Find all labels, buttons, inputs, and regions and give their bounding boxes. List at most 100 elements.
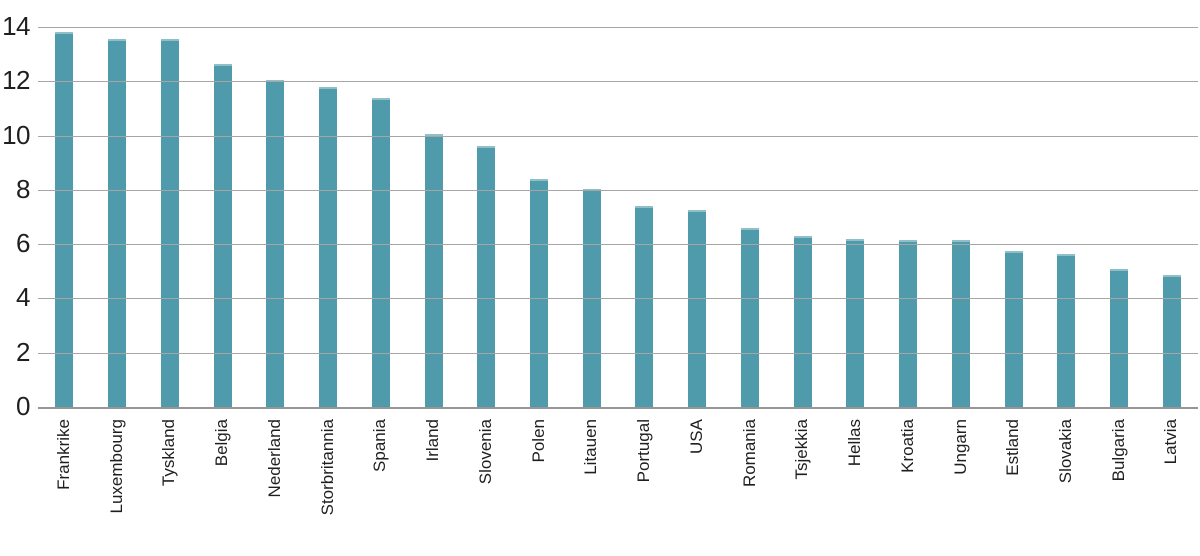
bar-column-latvia (1145, 27, 1198, 407)
x-label-cell: Bulgaria (1093, 419, 1146, 556)
x-tick-label: Frankrike (54, 419, 74, 490)
x-label-cell: Estland (987, 419, 1040, 556)
bar-tyskland (160, 39, 179, 407)
x-tick-label: Litauen (581, 419, 601, 475)
y-tick-label: 14 (2, 10, 30, 41)
x-tick-label: Slovenia (475, 419, 495, 485)
x-tick-label: Irland (423, 419, 443, 462)
y-tick-label: 2 (16, 336, 30, 367)
x-tick-label: Ungarn (950, 419, 970, 475)
gridline-y12 (38, 81, 1198, 83)
bar-column-irland (407, 27, 460, 407)
y-tick-label: 6 (16, 228, 30, 259)
gridline-y10 (38, 135, 1198, 137)
bar-column-spania (354, 27, 407, 407)
x-tick-label: Spania (370, 419, 390, 472)
x-label-cell: Kroatia (882, 419, 935, 556)
bar-column-hellas (829, 27, 882, 407)
x-label-cell: Tsjekkia (776, 419, 829, 556)
x-label-cell: Hellas (829, 419, 882, 556)
x-label-cell: Polen (513, 419, 566, 556)
bar-ungarn (951, 240, 970, 407)
bar-irland (424, 134, 443, 407)
bar-latvia (1162, 275, 1181, 407)
x-label-cell: Frankrike (38, 419, 91, 556)
x-tick-label: USA (686, 419, 706, 454)
bar-column-ungarn (934, 27, 987, 407)
plot-area: 0 2 4 6 8 10 12 14 (2, 13, 1198, 419)
gridline-y4 (38, 298, 1198, 300)
bar-romania (740, 227, 759, 407)
gridline-y14 (38, 27, 1198, 28)
y-tick-label: 10 (2, 119, 30, 150)
x-tick-label: Tyskland (159, 419, 179, 487)
y-tick-label: 8 (16, 173, 30, 204)
gridline-y6 (38, 244, 1198, 246)
bar-slovakia (1057, 253, 1076, 407)
x-label-cell: Tyskland (143, 419, 196, 556)
bar-column-estland (987, 27, 1040, 407)
x-axis-labels: Frankrike Luxembourg Tyskland Belgia Nederla… (38, 419, 1198, 556)
bar-nederland (266, 79, 285, 407)
x-label-cell: Nederland (249, 419, 302, 556)
gridline-y8 (38, 189, 1198, 191)
x-tick-label: Hellas (845, 419, 865, 467)
x-label-cell: Belgia (196, 419, 249, 556)
bar-hellas (846, 238, 865, 407)
bar-column-bulgaria (1093, 27, 1146, 407)
x-tick-label: Portugal (634, 419, 654, 483)
bar-litauen (582, 188, 601, 407)
bar-column-tyskland (143, 27, 196, 407)
x-label-cell: Romania (724, 419, 777, 556)
bar-column-usa (671, 27, 724, 407)
x-label-cell: Irland (407, 419, 460, 556)
x-label-cell: Portugal (618, 419, 671, 556)
bar-column-tsjekkia (776, 27, 829, 407)
x-tick-label: Romania (739, 419, 759, 488)
bar-column-slovakia (1040, 27, 1093, 407)
bar-estland (1004, 250, 1023, 407)
bar-column-romania (724, 27, 777, 407)
bar-belgia (213, 63, 232, 407)
bar-column-portugal (618, 27, 671, 407)
y-tick-label: 4 (16, 282, 30, 313)
bar-polen (529, 179, 548, 407)
y-tick-label: 12 (2, 65, 30, 96)
x-label-cell: Latvia (1145, 419, 1198, 556)
bar-column-kroatia (882, 27, 935, 407)
x-tick-label: Latvia (1161, 419, 1181, 465)
bar-column-litauen (565, 27, 618, 407)
x-tick-label: Kroatia (897, 419, 917, 473)
bar-slovenia (477, 146, 496, 407)
x-label-cell: USA (671, 419, 724, 556)
x-tick-label: Estland (1003, 419, 1023, 476)
x-axis-line (38, 407, 1198, 409)
x-tick-label: Polen (528, 419, 548, 463)
x-tick-label: Belgia (212, 419, 232, 467)
bar-bulgaria (1110, 268, 1129, 407)
bars-container (38, 27, 1198, 407)
x-label-cell: Spania (354, 419, 407, 556)
x-label-cell: Storbritannia (302, 419, 355, 556)
bar-storbritannia (319, 86, 338, 407)
gridline-y2 (38, 352, 1198, 354)
bar-column-storbritannia (302, 27, 355, 407)
bar-kroatia (899, 240, 918, 407)
bar-luxembourg (108, 39, 127, 407)
bar-tsjekkia (793, 236, 812, 407)
bar-column-frankrike (38, 27, 91, 407)
x-label-cell: Slovakia (1040, 419, 1093, 556)
bar-column-belgia (196, 27, 249, 407)
y-tick-label: 0 (16, 390, 30, 421)
x-label-cell: Luxembourg (91, 419, 144, 556)
x-tick-label: Bulgaria (1108, 419, 1128, 482)
bar-usa (688, 210, 707, 407)
x-tick-label: Tsjekkia (792, 419, 812, 480)
x-label-cell: Slovenia (460, 419, 513, 556)
x-tick-label: Slovakia (1055, 419, 1075, 484)
bar-column-slovenia (460, 27, 513, 407)
bar-portugal (635, 206, 654, 407)
x-label-cell: Ungarn (934, 419, 987, 556)
bar-spania (371, 97, 390, 407)
